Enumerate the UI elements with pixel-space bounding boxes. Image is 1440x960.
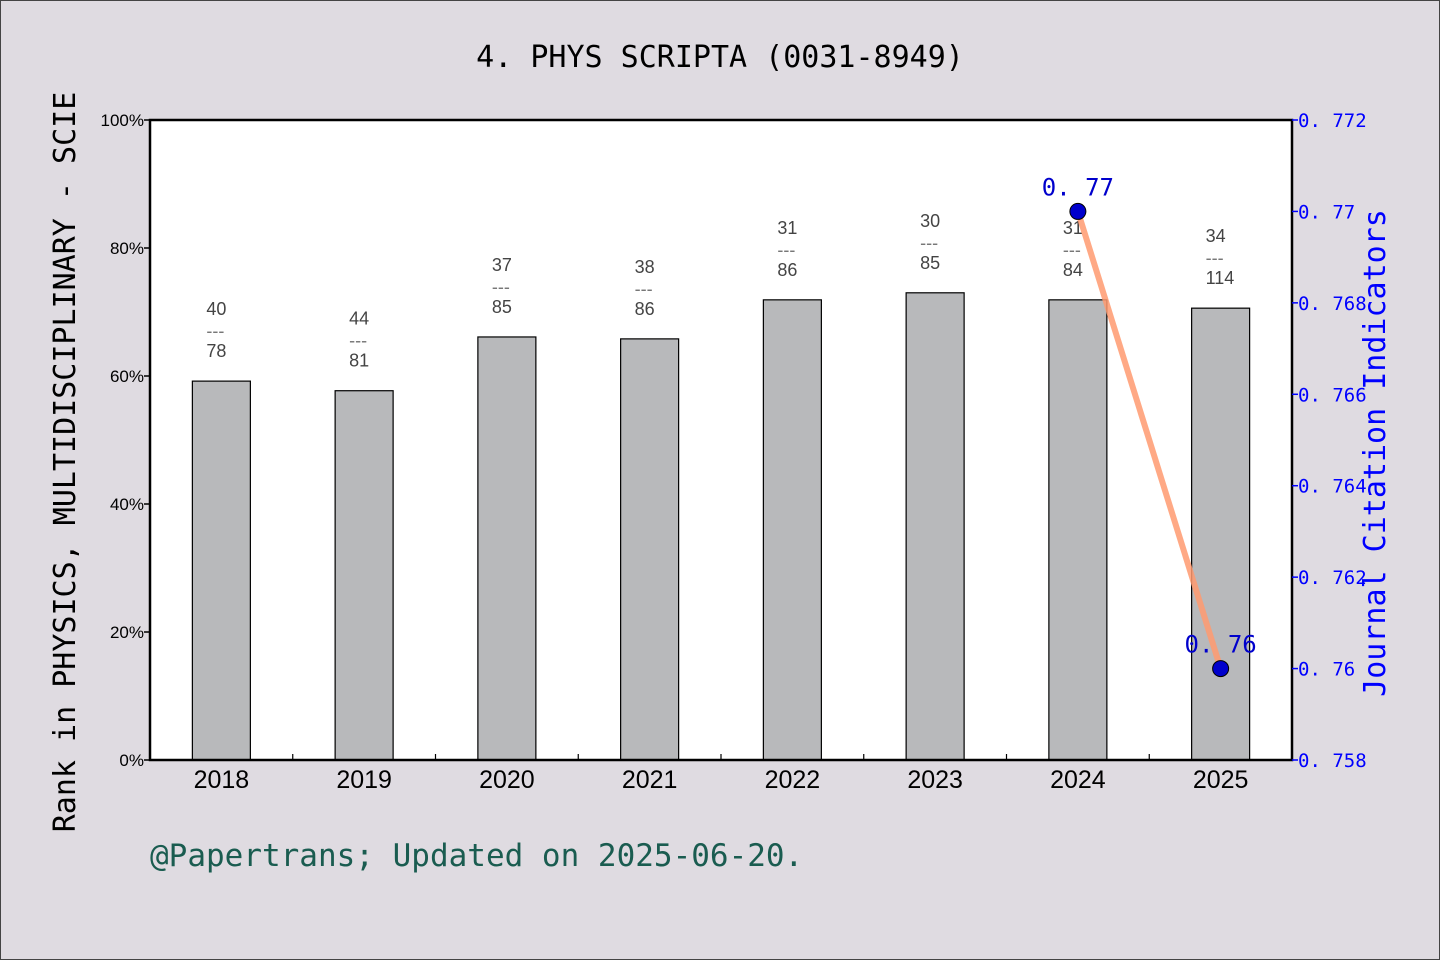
rank-label: 44: [349, 309, 369, 329]
fraction-divider: ---: [777, 240, 795, 260]
total-label: 81: [349, 351, 369, 371]
chart-title: 4. PHYS SCRIPTA (0031-8949): [476, 40, 964, 75]
fraction-divider: ---: [920, 233, 938, 253]
y-tick-label: 40%: [110, 495, 144, 514]
rank-label: 40: [206, 299, 226, 319]
x-tick-label: 2023: [907, 766, 963, 794]
x-tick-label: 2018: [194, 766, 250, 794]
bar-2018: [191, 380, 251, 761]
rank-label: 37: [492, 255, 512, 275]
bar-2020: [477, 336, 537, 761]
fraction-divider: ---: [635, 279, 653, 299]
footer-note: @Papertrans; Updated on 2025-06-20.: [150, 838, 803, 874]
jci-value-label: 0. 76: [1185, 631, 1257, 659]
total-label: 85: [920, 253, 940, 273]
fraction-divider: ---: [1063, 240, 1081, 260]
bar-2022: [762, 299, 822, 761]
y2-tick-label: 0. 76: [1298, 659, 1355, 681]
rank-label: 30: [920, 211, 940, 231]
y-tick-label: 80%: [110, 239, 144, 258]
y-tick-label: 20%: [110, 623, 144, 642]
total-label: 84: [1063, 260, 1083, 280]
y2-tick-label: 0. 762: [1298, 567, 1367, 589]
total-label: 86: [777, 260, 797, 280]
y2-tick-label: 0. 758: [1298, 750, 1367, 772]
fraction-divider: ---: [492, 277, 510, 297]
y2-tick-label: 0. 77: [1298, 201, 1355, 223]
y2-tick-label: 0. 764: [1298, 476, 1367, 498]
plot-area: [150, 120, 1292, 760]
rank-label: 31: [1063, 218, 1083, 238]
jci-value-label: 0. 77: [1042, 173, 1114, 201]
x-tick-label: 2025: [1193, 766, 1249, 794]
rank-label: 31: [777, 218, 797, 238]
x-tick-label: 2024: [1050, 766, 1106, 794]
bar-2025: [1191, 307, 1251, 761]
y-tick-label: 60%: [110, 367, 144, 386]
y2-axis-label: Journal Citation Indicators: [1358, 209, 1393, 697]
x-tick-label: 2019: [336, 766, 392, 794]
bar-2019: [334, 390, 394, 761]
total-label: 114: [1206, 268, 1235, 288]
y-tick-label: 0%: [119, 751, 144, 770]
bar-2024: [1048, 299, 1108, 761]
total-label: 86: [635, 299, 655, 319]
y-tick-label: 100%: [101, 111, 144, 130]
y-axis-label: Rank in PHYSICS, MULTIDISCIPLINARY - SCI…: [48, 92, 83, 833]
fraction-divider: ---: [349, 331, 367, 351]
x-tick-label: 2022: [765, 766, 821, 794]
jci-point-2025: [1212, 660, 1230, 678]
y2-tick-label: 0. 772: [1298, 110, 1367, 132]
total-label: 85: [492, 297, 512, 317]
x-tick-label: 2020: [479, 766, 535, 794]
bar-2023: [905, 292, 965, 761]
y2-tick-label: 0. 766: [1298, 384, 1367, 406]
jci-line: [1075, 210, 1224, 670]
jci-point-2024: [1069, 202, 1087, 220]
bar-2021: [620, 338, 680, 761]
fraction-divider: ---: [206, 321, 224, 341]
rank-label: 38: [635, 257, 655, 277]
rank-label: 34: [1206, 226, 1226, 246]
fraction-divider: ---: [1206, 248, 1224, 268]
x-tick-label: 2021: [622, 766, 678, 794]
total-label: 78: [206, 341, 226, 361]
y2-tick-label: 0. 768: [1298, 293, 1367, 315]
